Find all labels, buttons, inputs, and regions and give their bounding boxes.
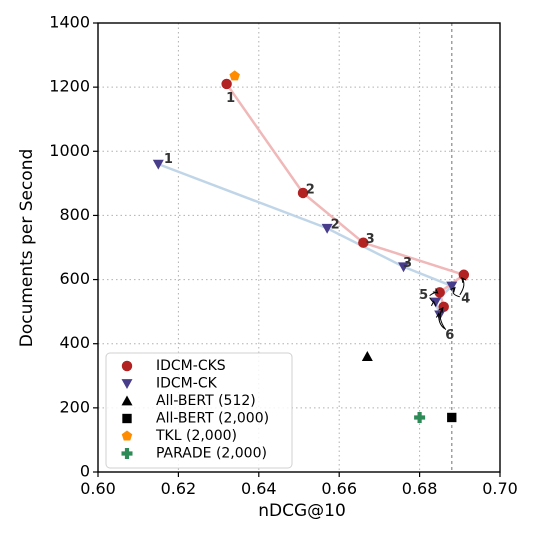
data-point [430,297,442,308]
legend-entry: All-BERT (512) [156,393,256,409]
plot-frame [97,22,501,473]
legend-marker [121,430,133,441]
legend-entry: IDCM-CKS [156,358,226,374]
data-point [398,262,410,273]
legend-marker [121,448,133,459]
data-point [152,159,164,170]
x-tick-label: 0.66 [321,479,357,498]
series-lines [157,83,467,316]
data-point [321,223,333,234]
legend-marker [122,413,132,424]
y-tick-label: 0 [80,462,90,481]
annotation-arrow-head [450,286,456,293]
y-axis-label: Documents per Second [17,149,37,348]
data-point [446,281,458,292]
annotation-label: 6 [445,328,454,343]
annotation-arrow-head [435,312,442,319]
data-point [229,70,240,81]
y-tick-label: 600 [59,269,90,288]
y-tick-label: 1400 [49,13,90,32]
annotation-label: 4 [461,291,470,306]
annotations: 1 1 2 2 3 3 4 5 6 [164,91,471,343]
legend-box [105,352,293,469]
annotation-label: 2 [331,218,340,233]
x-tick-label: 0.68 [402,479,438,498]
data-point [361,351,373,361]
y-tick-label: 1000 [49,141,90,160]
data-point [414,411,426,423]
legend-entry: TKL (2,000) [155,428,237,444]
data-point [358,237,369,248]
y-tick-label: 1200 [49,77,90,96]
annotation-label: 2 [306,182,315,197]
legend-entry: PARADE (2,000) [156,446,267,462]
axes [93,22,501,477]
annotation-label: 3 [403,256,412,271]
annotation-arrow [438,313,446,330]
x-axis-label: nDCG@10 [258,501,346,521]
legend-marker [121,395,133,406]
annotation-label: 1 [226,91,235,106]
tick-labels: 0.60 0.62 0.64 0.66 0.68 0.70 0 200 400 600 800 100… [49,13,518,499]
annotation-arrows [429,277,467,330]
series-line [225,83,467,308]
data-point [221,78,232,90]
x-tick-label: 0.62 [161,479,197,498]
annotation-arrow-head [430,300,437,307]
annotation-arrow-head [461,277,467,283]
legend-entry: IDCM-CK [156,376,218,392]
x-tick-label: 0.60 [80,479,116,498]
annotation-arrow-head [432,288,439,294]
y-tick-label: 800 [59,205,90,224]
data-point [297,187,309,199]
x-tick-label: 0.64 [241,479,277,498]
data-point [438,301,449,313]
data-point [434,287,445,298]
legend-marker [121,360,133,372]
y-tick-label: 400 [59,333,90,352]
y-tick-label: 200 [59,397,90,416]
annotation-label: 1 [164,152,173,167]
legend-marker [121,379,133,389]
annotation-label: 5 [419,288,428,303]
annotation-label: 3 [366,232,375,247]
annotation-arrow-head [438,306,444,313]
legend-entry: All-BERT (2,000) [156,411,269,427]
data-point [447,412,457,423]
x-tick-label: 0.70 [482,479,518,498]
